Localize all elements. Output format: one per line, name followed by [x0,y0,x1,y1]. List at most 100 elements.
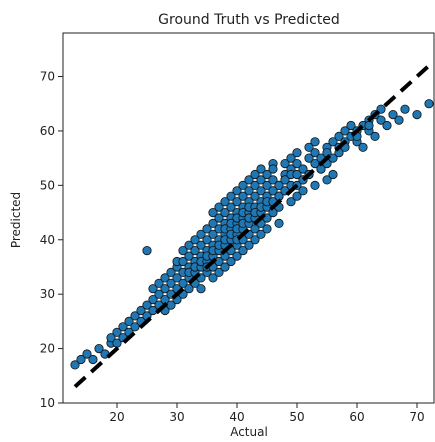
data-point [274,180,284,190]
data-point [208,273,218,283]
y-tick-label: 70 [40,70,55,84]
data-point [250,191,260,201]
data-point [292,169,302,180]
data-point [172,273,182,283]
y-tick-label: 40 [40,233,55,247]
data-point [76,354,86,365]
data-point [280,175,290,185]
data-point [400,104,410,114]
data-point [184,251,194,261]
data-point [232,186,242,196]
data-point [226,191,236,201]
data-point [238,191,248,201]
data-point [106,333,116,343]
data-point [160,273,170,283]
data-point [280,159,290,169]
data-point [208,218,218,228]
x-tick-label: 50 [289,410,304,424]
plot-frame [62,32,435,404]
y-tick-label: 60 [40,124,55,138]
data-point [208,229,218,239]
data-point [256,186,266,196]
data-point [292,148,302,158]
data-point [154,289,164,299]
y-tick-label: 20 [40,342,55,356]
data-point [220,197,230,207]
data-point [142,300,152,310]
data-point [268,164,278,174]
data-point [178,278,188,288]
data-point [148,284,158,294]
data-point [298,164,308,174]
data-point [82,349,92,359]
data-point [196,229,206,239]
data-point [340,126,350,136]
data-point [268,186,278,196]
data-point [412,110,422,120]
data-point [358,142,368,152]
data-point [232,251,242,261]
data-point [382,120,392,131]
data-point [370,131,380,141]
data-point [334,131,344,141]
x-tick-label: 20 [109,410,124,424]
data-point [196,240,206,250]
data-point [118,322,128,332]
data-point [292,191,302,201]
data-point [130,311,140,321]
x-tick-label: 70 [409,410,424,424]
data-point [226,256,236,267]
data-point [256,164,266,174]
data-point [214,267,224,277]
data-point [310,137,320,147]
data-point [262,180,272,190]
data-point [274,218,284,228]
data-point [94,343,104,354]
data-point [244,175,254,185]
data-point [376,115,386,125]
x-tick-label: 30 [169,410,184,424]
data-point [322,175,332,185]
data-point [226,202,236,212]
reference-line [73,64,431,389]
data-point [184,240,194,250]
data-point [196,284,206,294]
x-axis-ticks: 20 30 40 50 60 70 [109,403,425,424]
y-axis-label: Predicted [9,192,23,248]
data-point [178,246,188,256]
data-point [286,153,296,163]
data-point [304,153,314,163]
data-point [202,235,212,245]
data-point [142,246,152,256]
data-point [238,180,248,190]
data-point [148,294,158,305]
data-point [310,148,320,158]
data-point [214,213,224,223]
data-point [112,327,122,337]
y-tick-label: 50 [40,178,55,192]
data-point [346,120,356,131]
x-tick-label: 40 [229,410,244,424]
data-point [202,224,212,234]
data-point [250,169,260,180]
data-point [220,208,230,218]
data-point [214,202,224,212]
data-point [136,305,146,316]
y-tick-label: 30 [40,287,55,301]
data-point [220,262,230,272]
data-point [286,197,296,207]
data-point [244,186,254,196]
data-point [184,284,194,294]
data-point [256,175,266,185]
data-point [388,110,398,120]
data-point [328,137,338,147]
data-point [424,99,434,109]
data-point [256,229,266,239]
y-axis-ticks: 10 20 30 40 50 60 70 [40,70,63,410]
data-point [250,180,260,190]
scatter-points [70,99,434,370]
data-point [124,316,134,326]
data-point [262,169,272,180]
y-tick-label: 10 [40,396,55,410]
